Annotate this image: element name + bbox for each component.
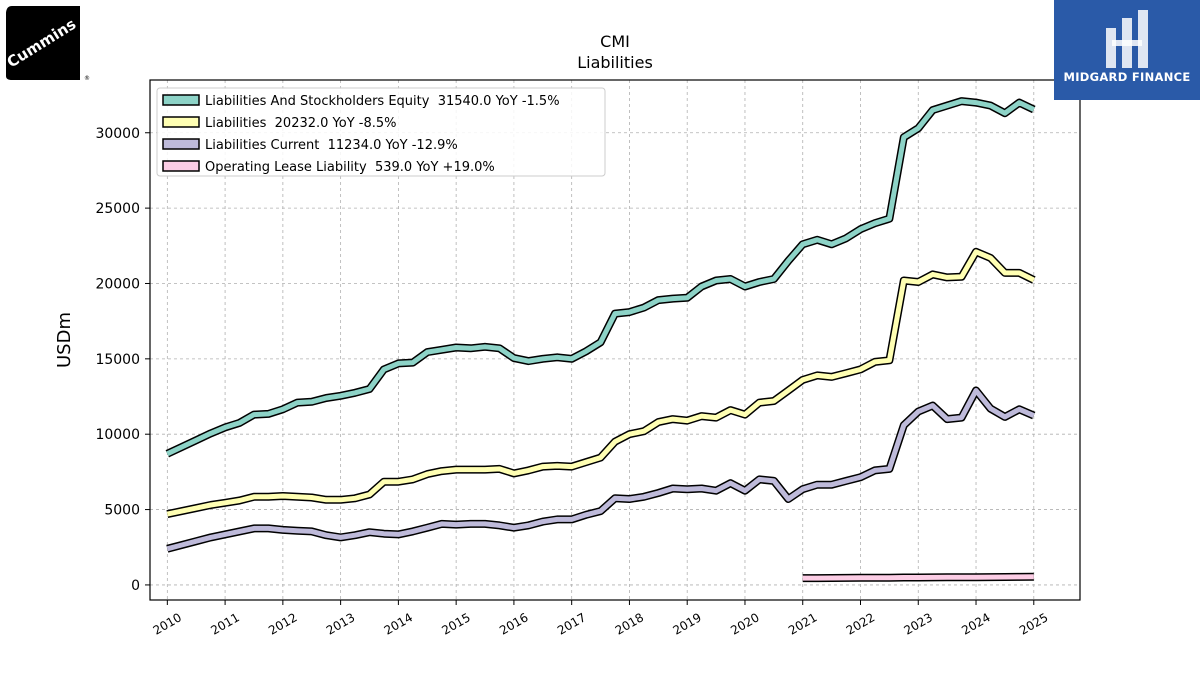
legend-entry-0: Liabilities And Stockholders Equity 3154… bbox=[205, 94, 560, 109]
x-tick-label: 2021 bbox=[786, 610, 819, 637]
chart-title: CMI bbox=[600, 32, 630, 51]
y-tick-label: 0 bbox=[131, 578, 140, 594]
y-tick-label: 10000 bbox=[95, 427, 140, 443]
x-tick-label: 2010 bbox=[151, 610, 184, 637]
x-tick-label: 2017 bbox=[555, 610, 588, 637]
series-line-outline-2 bbox=[166, 386, 1036, 553]
plot-frame bbox=[149, 79, 1081, 601]
legend-entry-2: Liabilities Current 11234.0 YoY -12.9% bbox=[205, 138, 458, 153]
x-tick-label: 2025 bbox=[1017, 610, 1050, 637]
x-tick-label: 2014 bbox=[382, 610, 415, 637]
midgard-finance-text: MIDGARD FINANCE bbox=[1063, 70, 1191, 84]
series-layer bbox=[165, 97, 1036, 583]
series-line-3 bbox=[802, 574, 1034, 581]
y-tick-label: 25000 bbox=[95, 201, 140, 217]
y-tick-label: 30000 bbox=[95, 126, 140, 142]
x-tick-label: 2018 bbox=[613, 610, 646, 637]
cummins-logo: Cummins ® bbox=[4, 6, 90, 90]
x-tick-label: 2020 bbox=[728, 610, 761, 637]
x-tick-label: 2016 bbox=[497, 610, 530, 637]
x-tick-label: 2019 bbox=[670, 610, 703, 637]
y-tick-label: 20000 bbox=[95, 276, 140, 292]
legend-entry-1: Liabilities 20232.0 YoY -8.5% bbox=[205, 116, 397, 131]
series-line-0 bbox=[166, 98, 1035, 457]
x-tick-label: 2012 bbox=[266, 610, 299, 637]
legend-swatch-3 bbox=[162, 160, 200, 172]
x-tick-label: 2023 bbox=[902, 610, 935, 637]
legend-entry-3: Operating Lease Liability 539.0 YoY +19.… bbox=[205, 160, 495, 175]
y-axis-label: USDm bbox=[54, 312, 75, 368]
y-tick-label: 5000 bbox=[104, 503, 140, 519]
legend: Liabilities And Stockholders Equity 3154… bbox=[156, 87, 606, 177]
x-tick-label: 2022 bbox=[844, 610, 877, 637]
x-tick-label: 2024 bbox=[959, 610, 992, 637]
legend-swatch-0 bbox=[162, 94, 200, 106]
midgard-emblem-icon bbox=[1106, 10, 1148, 68]
y-tick-label: 15000 bbox=[95, 352, 140, 368]
series-line-2 bbox=[166, 388, 1035, 552]
legend-swatch-2 bbox=[162, 138, 200, 150]
x-tick-label: 2013 bbox=[324, 610, 357, 637]
x-tick-label: 2011 bbox=[208, 610, 241, 637]
legend-box bbox=[156, 87, 606, 177]
svg-text:®: ® bbox=[84, 75, 90, 82]
chart-subtitle: Liabilities bbox=[577, 53, 653, 72]
series-line-1 bbox=[166, 249, 1035, 517]
legend-swatch-1 bbox=[162, 116, 200, 128]
midgard-finance-logo: MIDGARD FINANCE bbox=[1054, 0, 1200, 100]
axis-ticks: 2010 2011 2012 2013 2014 2015 2016 2017 2018 2019… bbox=[95, 126, 1050, 638]
x-tick-label: 2015 bbox=[439, 610, 472, 637]
